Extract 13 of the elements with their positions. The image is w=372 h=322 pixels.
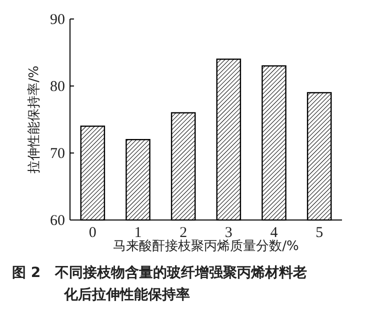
y-axis-title: 拉伸性能保持率/% (26, 66, 42, 174)
x-tick-label: 2 (180, 225, 188, 241)
caption: 图 2 不同接枝物含量的玻纤增强聚丙烯材料老化后拉伸性能保持率 (12, 264, 308, 305)
x-tick-label: 1 (134, 225, 142, 241)
x-tick-label: 3 (224, 225, 232, 241)
x-tick-label: 5 (316, 225, 324, 241)
y-tick-label: 70 (50, 146, 65, 162)
x-tick-label: 0 (88, 225, 96, 241)
x-axis-title: 马来酸酐接枝聚丙烯质量分数/% (113, 239, 299, 254)
y-tick-label: 80 (50, 79, 65, 95)
x-tick-label: 4 (270, 225, 278, 241)
y-tick-label: 90 (50, 12, 65, 28)
y-tick-label: 60 (50, 213, 65, 229)
